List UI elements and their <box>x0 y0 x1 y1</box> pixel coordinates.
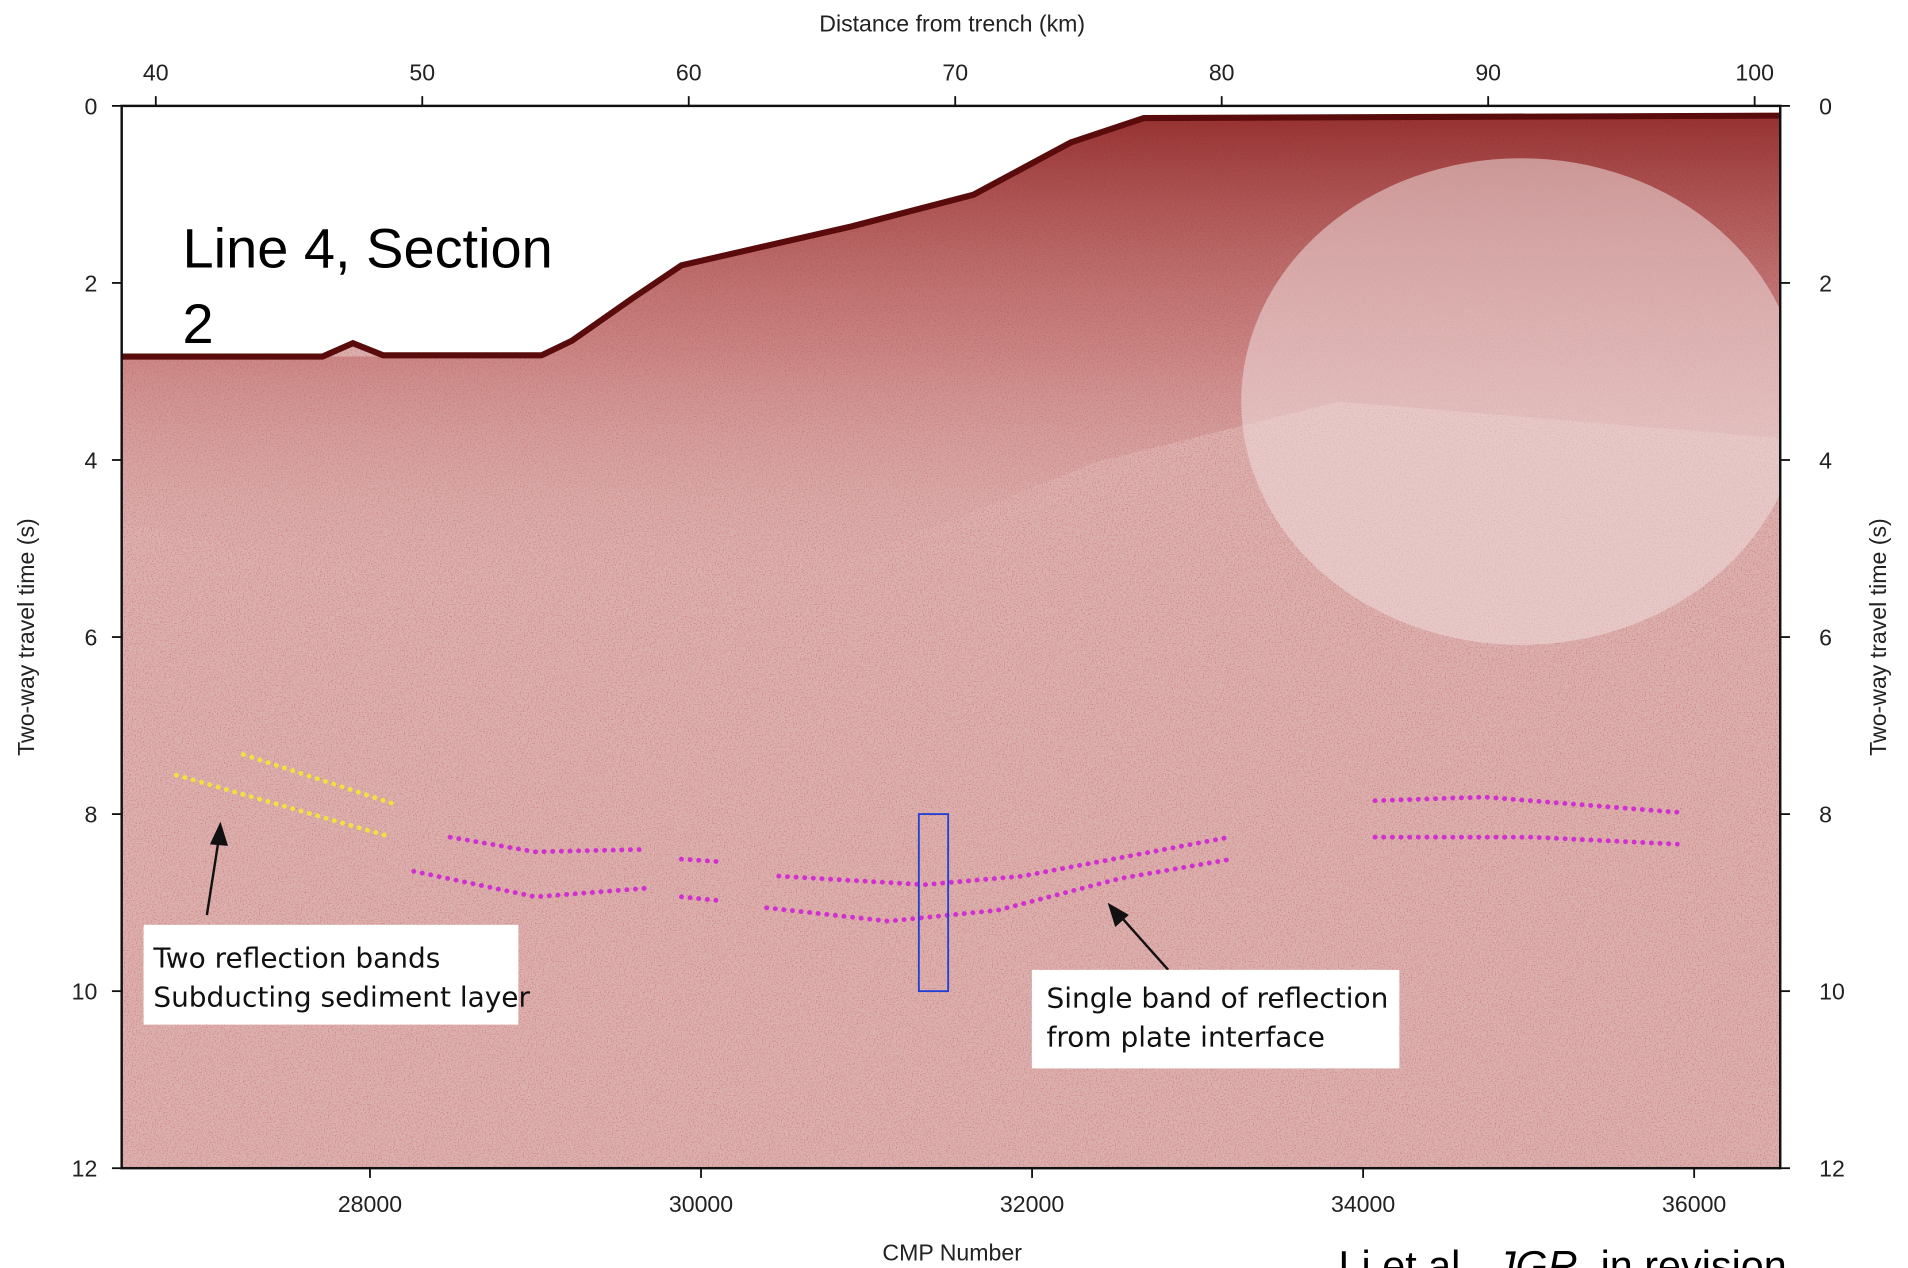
x2-tick-label: 100 <box>1735 59 1774 85</box>
y-tick-label: 2 <box>84 270 97 296</box>
title-line: 2 <box>183 292 214 355</box>
y-tick-label: 12 <box>72 1156 98 1182</box>
annotation-text: Two reflection bands <box>152 941 440 974</box>
y-tick-label: 10 <box>72 979 98 1005</box>
x2-tick-label: 70 <box>942 59 968 85</box>
x2-tick-label: 80 <box>1209 59 1235 85</box>
x-tick-label: 34000 <box>1331 1191 1395 1217</box>
x-tick-label: 28000 <box>338 1191 402 1217</box>
y2-axis-label: Two-way travel time (s) <box>1865 518 1891 756</box>
y2-tick-label: 0 <box>1819 93 1832 119</box>
y2-tick-label: 8 <box>1819 802 1832 828</box>
annotation-text: Single band of reflection <box>1046 982 1388 1015</box>
x-tick-label: 30000 <box>669 1191 733 1217</box>
x2-axis-label: Distance from trench (km) <box>819 11 1085 37</box>
y2-tick-label: 10 <box>1819 979 1845 1005</box>
y-tick-label: 6 <box>84 625 97 651</box>
y-axis-label: Two-way travel time (s) <box>13 518 39 756</box>
y-tick-label: 4 <box>84 448 97 474</box>
citation-part: Li et al., <box>1339 1243 1495 1268</box>
citation-part: , in revision <box>1578 1243 1787 1268</box>
x-tick-label: 36000 <box>1662 1191 1726 1217</box>
y-tick-label: 8 <box>84 802 97 828</box>
title-line: Line 4, Section <box>183 217 553 280</box>
x2-tick-label: 90 <box>1475 59 1501 85</box>
y2-tick-label: 12 <box>1819 1156 1845 1182</box>
figure: Line 4, Section 2 Two reflection bands S… <box>0 0 1908 1268</box>
y2-tick-label: 4 <box>1819 448 1832 474</box>
x2-tick-label: 40 <box>143 59 169 85</box>
citation-part: JGR <box>1494 1243 1578 1268</box>
y-tick-label: 0 <box>84 93 97 119</box>
x2-tick-label: 50 <box>409 59 435 85</box>
x-tick-label: 32000 <box>1000 1191 1064 1217</box>
x-axis-label: CMP Number <box>882 1240 1022 1266</box>
y2-tick-label: 2 <box>1819 270 1832 296</box>
citation: Li et al., JGR, in revision <box>1339 1243 1787 1268</box>
y2-tick-label: 6 <box>1819 625 1832 651</box>
annotation-text: from plate interface <box>1046 1021 1324 1054</box>
annotation-text: Subducting sediment layer <box>153 980 530 1013</box>
x2-tick-label: 60 <box>676 59 702 85</box>
